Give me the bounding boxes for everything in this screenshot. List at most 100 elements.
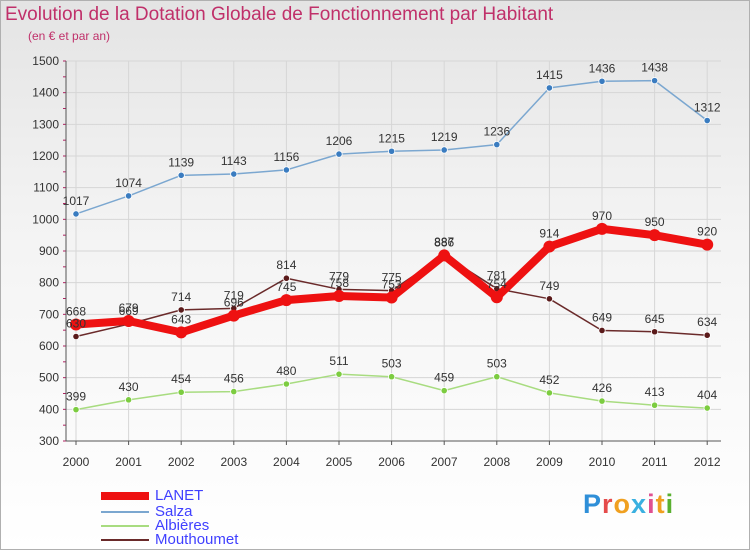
data-label-lanet: 950 xyxy=(645,215,665,229)
series-lines xyxy=(70,77,714,414)
grid-lines xyxy=(66,60,721,442)
x-tick-label: 2002 xyxy=(168,455,195,469)
data-label-salza: 1219 xyxy=(431,130,458,144)
data-point-albieres xyxy=(440,387,448,395)
data-label-mouthoumet: 887 xyxy=(434,235,454,249)
data-point-albieres xyxy=(598,397,606,405)
data-label-albieres: 511 xyxy=(329,354,348,368)
data-point-albieres xyxy=(703,404,711,412)
data-label-albieres: 456 xyxy=(224,372,244,386)
data-label-mouthoumet: 649 xyxy=(592,310,612,324)
data-label-salza: 1436 xyxy=(589,61,616,75)
data-point-mouthoumet xyxy=(703,331,711,339)
data-label-mouthoumet: 781 xyxy=(487,269,507,283)
y-tick-label: 400 xyxy=(39,402,59,416)
x-tick-label: 2009 xyxy=(536,455,563,469)
legend-label-lanet: LANET xyxy=(155,487,204,504)
data-label-lanet: 914 xyxy=(539,227,559,241)
data-point-albieres xyxy=(177,388,185,396)
data-label-salza: 1156 xyxy=(273,150,299,164)
x-tick-label: 2010 xyxy=(589,455,616,469)
data-label-salza: 1206 xyxy=(326,134,353,148)
data-point-albieres xyxy=(493,373,501,381)
data-label-albieres: 426 xyxy=(592,381,612,395)
data-point-salza xyxy=(335,150,343,158)
data-label-lanet: 745 xyxy=(276,280,296,294)
y-tick-label: 700 xyxy=(39,307,59,321)
data-label-albieres: 503 xyxy=(382,357,402,371)
data-point-albieres xyxy=(282,380,290,388)
data-point-salza xyxy=(440,146,448,154)
data-point-lanet xyxy=(701,238,714,251)
data-point-salza xyxy=(545,84,554,92)
axes: 300 400 500 600 700 800 900 1000 1100 1200 1300 140… xyxy=(32,54,721,469)
data-label-salza: 1017 xyxy=(63,194,90,208)
data-label-lanet: 970 xyxy=(592,209,612,223)
data-label-albieres: 452 xyxy=(539,373,559,387)
legend-label-salza: Salza xyxy=(155,503,193,520)
data-point-salza xyxy=(230,170,238,178)
data-point-lanet xyxy=(438,249,451,262)
y-tick-label: 300 xyxy=(39,434,59,448)
data-label-albieres: 430 xyxy=(119,380,139,394)
y-tick-label: 1500 xyxy=(32,54,59,68)
data-label-mouthoumet: 814 xyxy=(276,258,296,272)
data-point-albieres xyxy=(72,406,80,414)
data-label-mouthoumet: 630 xyxy=(66,317,86,331)
chart-subtitle: (en € et par an) xyxy=(28,29,111,43)
data-point-mouthoumet xyxy=(545,295,554,303)
data-point-lanet xyxy=(490,291,503,304)
data-label-salza: 1215 xyxy=(378,131,405,145)
data-point-salza xyxy=(598,77,606,85)
data-point-lanet xyxy=(385,291,398,304)
legend-label-albieres: Albières xyxy=(155,517,210,534)
data-point-lanet xyxy=(175,326,188,339)
data-label-albieres: 480 xyxy=(276,364,296,378)
data-point-salza xyxy=(493,141,501,149)
data-label-lanet: 920 xyxy=(697,225,717,239)
data-point-albieres xyxy=(650,401,659,409)
data-point-salza xyxy=(282,166,290,174)
y-tick-label: 1400 xyxy=(32,86,59,100)
data-point-albieres xyxy=(335,370,343,378)
data-point-salza xyxy=(177,171,185,179)
legend-swatch-albieres xyxy=(101,525,149,527)
x-tick-label: 2003 xyxy=(220,455,247,469)
data-label-mouthoumet: 634 xyxy=(697,315,717,329)
data-label-lanet: 668 xyxy=(66,304,86,318)
data-point-mouthoumet xyxy=(177,306,185,314)
data-point-albieres xyxy=(545,389,554,397)
data-point-lanet xyxy=(70,318,82,331)
data-point-albieres xyxy=(125,396,133,404)
data-label-salza: 1438 xyxy=(641,61,668,75)
data-label-mouthoumet: 645 xyxy=(645,312,665,326)
y-tick-label: 500 xyxy=(39,371,59,385)
data-label-lanet: 679 xyxy=(119,301,139,315)
x-tick-label: 2007 xyxy=(431,455,458,469)
data-label-lanet: 754 xyxy=(487,277,507,291)
data-point-salza xyxy=(72,210,80,218)
data-point-salza xyxy=(125,192,133,200)
data-label-mouthoumet: 669 xyxy=(119,304,139,318)
data-point-lanet xyxy=(543,240,556,253)
y-tick-label: 600 xyxy=(39,339,59,353)
data-label-albieres: 454 xyxy=(171,372,191,386)
legend-swatch-salza xyxy=(101,511,149,513)
x-tick-label: 2001 xyxy=(115,455,142,469)
legend-label-mouthoumet: Mouthoumet xyxy=(155,531,239,548)
data-point-mouthoumet xyxy=(72,332,80,341)
data-label-salza: 1312 xyxy=(694,101,721,115)
y-tick-label: 800 xyxy=(39,276,59,290)
data-label-mouthoumet: 775 xyxy=(382,271,402,285)
x-tick-label: 2006 xyxy=(378,455,405,469)
y-tick-label: 1200 xyxy=(32,149,59,163)
data-label-lanet: 886 xyxy=(434,235,454,249)
data-point-mouthoumet xyxy=(282,274,290,282)
legend-swatch-lanet xyxy=(101,492,149,500)
data-label-albieres: 399 xyxy=(66,390,86,404)
data-label-albieres: 404 xyxy=(697,388,717,402)
data-point-mouthoumet xyxy=(650,328,659,336)
data-point-lanet xyxy=(280,294,293,307)
data-label-mouthoumet: 779 xyxy=(329,269,349,283)
